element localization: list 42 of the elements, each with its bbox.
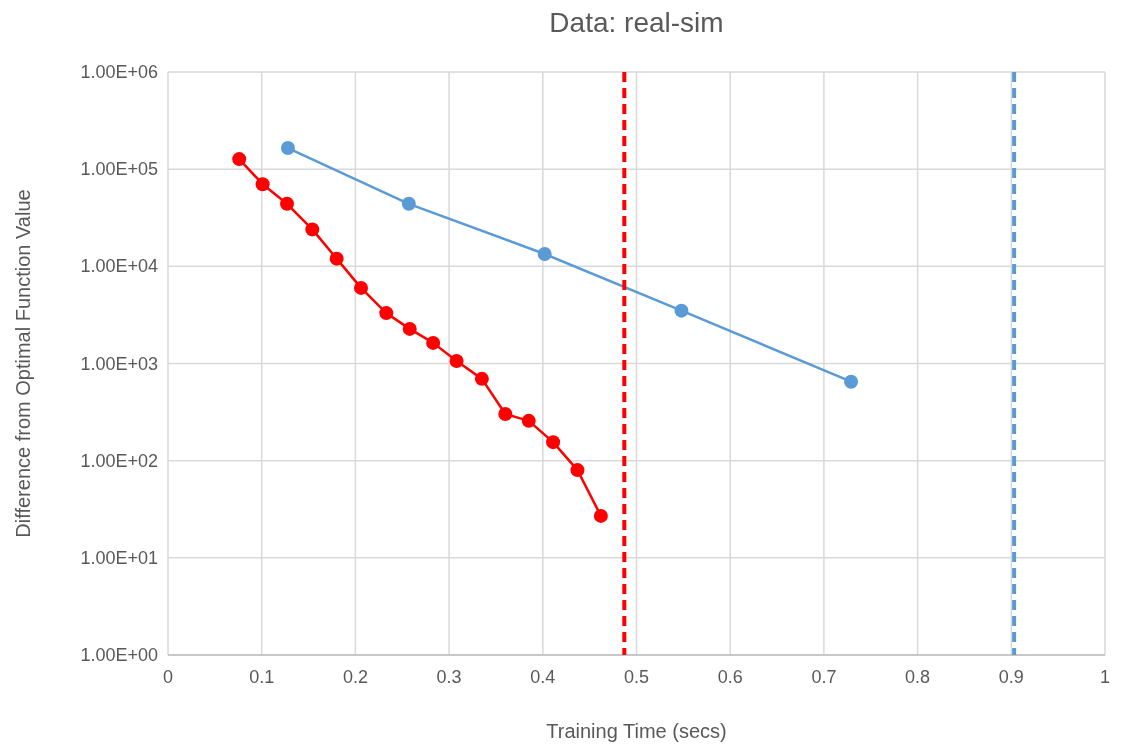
y-tick-label: 1.00E+02 bbox=[80, 450, 158, 471]
x-tick-label: 0.9 bbox=[998, 667, 1024, 687]
x-tick-label: 0.2 bbox=[342, 667, 368, 687]
point bbox=[329, 251, 344, 266]
point bbox=[426, 335, 441, 350]
x-tick-label: 0 bbox=[162, 667, 174, 687]
point bbox=[546, 435, 561, 450]
point bbox=[402, 321, 417, 336]
y-tick-label: 1.00E+03 bbox=[80, 353, 158, 374]
y-tick-label: 1.00E+06 bbox=[80, 62, 158, 82]
y-tick-label: 1.00E+01 bbox=[80, 547, 158, 568]
point bbox=[521, 413, 536, 428]
point bbox=[570, 463, 585, 478]
y-tick-label: 1.00E+00 bbox=[80, 645, 158, 665]
point bbox=[449, 354, 464, 369]
x-tick-label: 1 bbox=[1099, 667, 1111, 687]
point bbox=[379, 306, 394, 321]
x-tick-label: 0.8 bbox=[905, 667, 931, 687]
x-tick-label: 0.7 bbox=[811, 667, 837, 687]
x-tick-label: 0.3 bbox=[436, 667, 462, 687]
y-tick-label: 1.00E+05 bbox=[80, 159, 158, 180]
chart-title: Data: real-sim bbox=[549, 7, 724, 38]
x-tick-label: 0.4 bbox=[530, 667, 556, 687]
point bbox=[593, 508, 608, 523]
y-tick-label: 1.00E+04 bbox=[80, 256, 158, 277]
point bbox=[537, 246, 552, 261]
x-tick-label: 0.5 bbox=[623, 667, 650, 687]
point bbox=[280, 141, 295, 156]
point bbox=[401, 196, 416, 211]
point bbox=[305, 222, 320, 237]
point bbox=[354, 280, 369, 295]
x-tick-label: 0.6 bbox=[717, 667, 743, 687]
point bbox=[674, 303, 689, 318]
x-axis-title: Training Time (secs) bbox=[546, 720, 727, 742]
point bbox=[498, 407, 513, 422]
point bbox=[280, 196, 294, 211]
point bbox=[844, 374, 859, 389]
x-tick-label: 0.1 bbox=[249, 667, 275, 687]
point bbox=[255, 177, 270, 192]
point bbox=[232, 152, 247, 167]
y-axis-title: Difference from Optimal Function Value bbox=[12, 189, 34, 538]
point bbox=[474, 371, 489, 386]
